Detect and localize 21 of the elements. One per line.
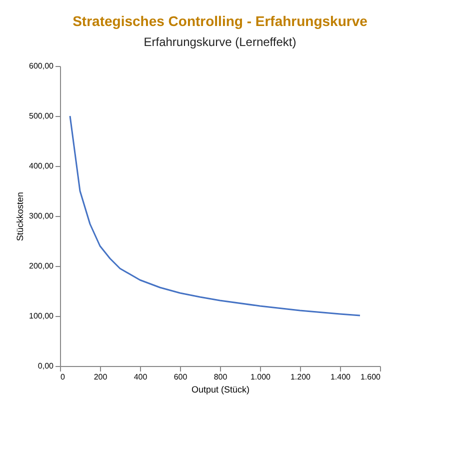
line-series	[69, 115, 361, 316]
x-tick-label: 400	[134, 372, 148, 382]
x-tick-label: 800	[214, 372, 228, 382]
x-tick-label: 0	[60, 372, 66, 382]
y-tick-label: 200,00	[29, 262, 54, 270]
x-tick-label: 1.200	[290, 372, 312, 382]
y-tick-label: 0,00	[38, 362, 54, 370]
x-tick-label: 1.000	[250, 372, 272, 382]
y-tick-label: 300,00	[29, 212, 54, 220]
x-tick-label: 200	[94, 372, 108, 382]
x-tick-label: 600	[174, 372, 188, 382]
y-tick-label: 400,00	[29, 162, 54, 170]
y-tick-label: 100,00	[29, 312, 54, 320]
y-tick-label: 500,00	[29, 112, 54, 120]
x-tick-label: 1.600	[360, 372, 382, 382]
y-axis-title: Stückkosten	[15, 192, 26, 242]
chart-title: Strategisches Controlling - Erfahrungskurve	[72, 13, 368, 29]
chart-subtitle: Erfahrungskurve (Lerneffekt)	[144, 35, 296, 49]
y-tick-label: 600,00	[29, 62, 54, 70]
x-tick-label: 1.400	[330, 372, 352, 382]
x-axis-title: Output (Stück)	[191, 384, 250, 394]
